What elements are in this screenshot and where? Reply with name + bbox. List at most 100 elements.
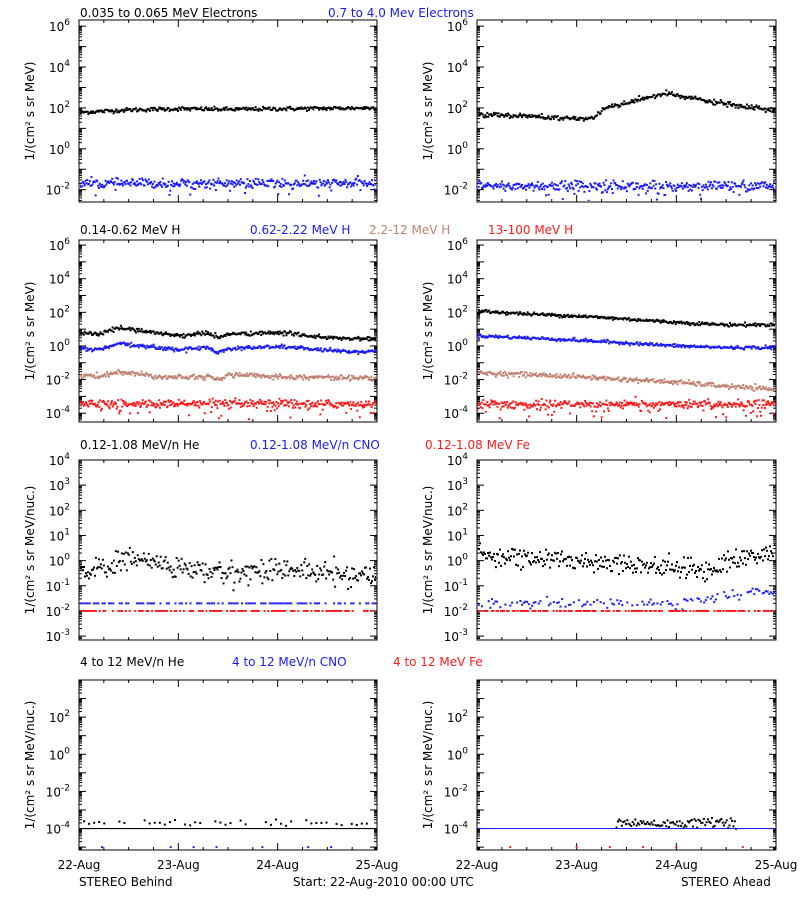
data-point	[219, 337, 222, 340]
data-point	[525, 405, 528, 408]
data-point	[309, 182, 312, 185]
data-point	[632, 401, 635, 404]
data-point	[655, 402, 658, 405]
data-point	[203, 412, 206, 415]
data-point	[305, 180, 308, 183]
data-point	[321, 108, 324, 111]
data-point	[238, 372, 241, 375]
data-point	[541, 312, 544, 315]
data-point	[146, 183, 149, 186]
data-point	[343, 403, 346, 406]
data-point	[535, 115, 538, 118]
data-point	[173, 350, 176, 353]
data-point	[565, 187, 568, 190]
data-point	[478, 371, 479, 374]
data-point	[149, 373, 152, 376]
data-point	[367, 339, 370, 342]
data-point	[519, 311, 522, 314]
data-point	[292, 334, 295, 337]
data-point	[578, 118, 581, 121]
data-point	[94, 376, 97, 379]
data-point	[744, 387, 747, 390]
data-point	[178, 107, 181, 110]
data-point	[296, 106, 299, 109]
data-point	[727, 101, 730, 104]
data-point	[205, 183, 208, 186]
data-point	[497, 112, 500, 115]
data-point	[523, 371, 526, 374]
data-point	[228, 407, 231, 410]
data-point	[645, 183, 648, 186]
data-point	[707, 180, 710, 183]
data-point	[146, 344, 149, 347]
data-point	[138, 178, 141, 181]
data-point	[670, 381, 673, 384]
data-point	[84, 373, 87, 376]
data-point	[756, 407, 759, 410]
data-point	[721, 186, 724, 189]
data-point	[511, 186, 514, 189]
data-point	[367, 107, 370, 110]
data-point	[289, 416, 292, 419]
data-point	[129, 371, 132, 374]
data-point	[572, 115, 575, 118]
data-point	[548, 116, 551, 119]
data-point	[680, 379, 683, 382]
data-point	[252, 405, 255, 408]
data-point	[112, 330, 115, 333]
data-point	[519, 372, 522, 375]
data-point	[106, 371, 109, 374]
data-point	[749, 385, 752, 388]
data-point	[351, 182, 354, 185]
data-point	[550, 312, 553, 315]
data-point	[193, 106, 196, 109]
y-tick-label: 104	[447, 271, 468, 287]
data-point	[276, 332, 279, 335]
data-point	[622, 318, 625, 321]
data-point	[248, 374, 251, 377]
data-point	[227, 182, 230, 185]
data-point	[222, 402, 225, 405]
data-point	[525, 188, 528, 191]
data-point	[553, 183, 556, 186]
data-point	[526, 406, 529, 409]
data-point	[315, 180, 318, 183]
y-tick-label: 106	[447, 18, 468, 34]
data-point	[214, 403, 217, 406]
data-point	[692, 97, 695, 100]
data-point	[489, 403, 492, 406]
data-point	[770, 322, 773, 325]
data-point	[149, 345, 152, 348]
y-tick-label: 106	[447, 237, 468, 253]
data-point	[111, 326, 114, 329]
data-point	[89, 402, 92, 405]
data-point	[118, 369, 121, 372]
data-point	[577, 316, 580, 319]
data-point	[357, 353, 360, 356]
data-point	[293, 345, 296, 348]
data-point	[700, 404, 703, 407]
data-point	[552, 187, 555, 190]
data-point	[267, 185, 270, 188]
data-point	[549, 183, 552, 186]
data-point	[132, 371, 135, 374]
data-point	[700, 321, 703, 324]
data-point	[746, 107, 749, 110]
data-point	[83, 184, 86, 187]
data-point	[112, 183, 115, 186]
data-point	[704, 323, 707, 326]
data-point	[135, 110, 138, 113]
data-point	[115, 370, 118, 373]
data-point	[360, 375, 363, 378]
data-point	[592, 186, 595, 189]
data-point	[97, 186, 100, 189]
data-point	[168, 333, 171, 336]
data-point	[696, 322, 699, 325]
data-point	[148, 329, 151, 332]
data-point	[763, 406, 766, 409]
data-point	[276, 330, 279, 333]
data-point	[111, 405, 114, 408]
data-point	[291, 107, 294, 110]
data-point	[774, 404, 775, 407]
data-point	[110, 180, 113, 183]
